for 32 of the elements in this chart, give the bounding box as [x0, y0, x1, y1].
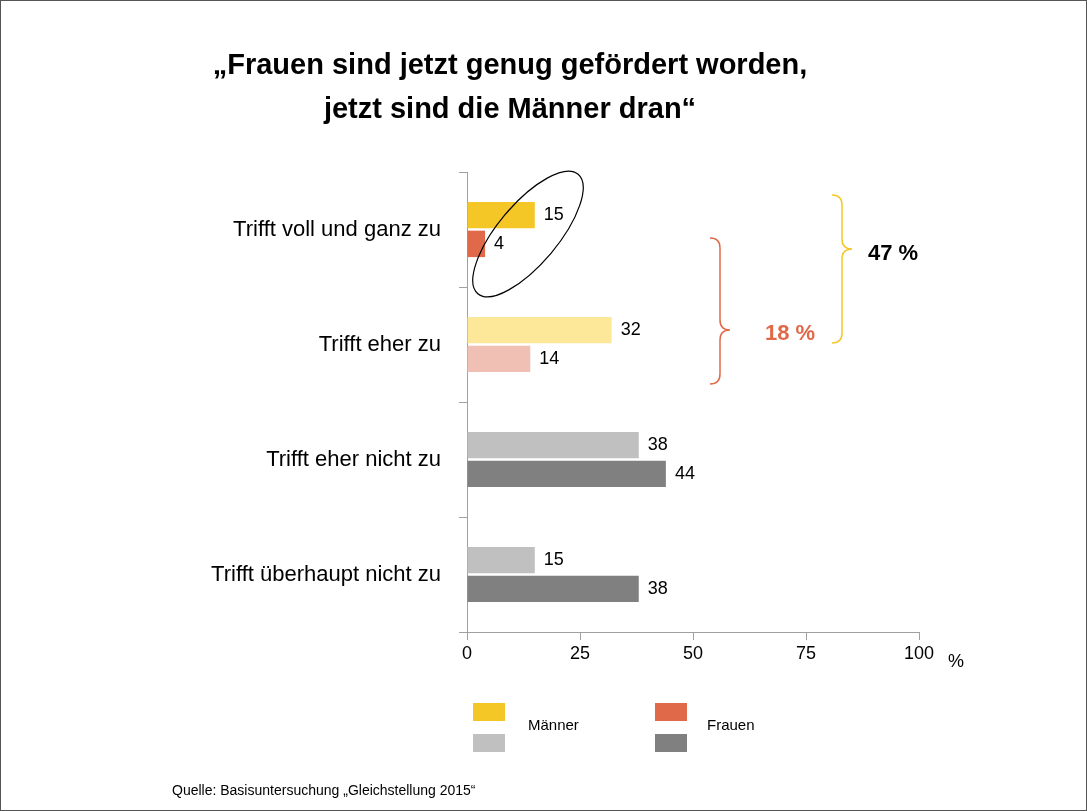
data-label: 14	[539, 347, 560, 368]
data-label: 4	[494, 232, 505, 253]
x-tick-label: 100	[903, 642, 935, 663]
data-label: 44	[674, 462, 695, 483]
bar	[467, 230, 486, 258]
bar	[467, 575, 639, 603]
text: Männer	[528, 716, 579, 733]
source-note: Quelle: Basisuntersuchung „Gleichstellung 2015“	[172, 782, 476, 798]
x-axis-title: %	[948, 651, 965, 672]
x-tick-label: 25	[569, 642, 591, 663]
chart-title: „Frauen sind jetzt genug gefördert worden, jetzt sind die Männer dran“	[211, 47, 809, 126]
x-tick-label: 50	[682, 642, 704, 663]
bar	[467, 201, 535, 229]
bar	[467, 345, 531, 373]
data-label: 38	[647, 577, 668, 598]
y-tick-label: Trifft überhaupt nicht zu	[211, 560, 441, 586]
bar	[467, 431, 639, 459]
data-label: 15	[543, 204, 564, 225]
text: Frauen	[707, 716, 755, 733]
bar	[467, 316, 612, 344]
data-label: 38	[647, 434, 668, 455]
y-tick-label: Trifft eher zu	[318, 330, 441, 356]
annotation: 18 %	[765, 320, 816, 346]
data-label: 15	[543, 549, 564, 570]
bar	[467, 546, 535, 574]
annotation: 47 %	[868, 240, 919, 266]
y-tick-label: Trifft eher nicht zu	[266, 445, 441, 471]
data-label: 32	[620, 319, 641, 340]
y-tick-label: Trifft voll und ganz zu	[233, 215, 441, 241]
x-tick-label: 75	[795, 642, 817, 663]
bar	[467, 460, 666, 488]
x-tick-label: 0	[461, 642, 473, 663]
